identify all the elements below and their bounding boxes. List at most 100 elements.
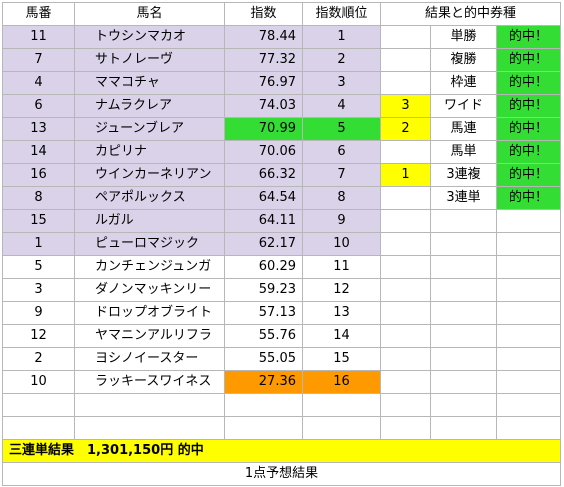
- empty-cell: [430, 232, 497, 256]
- umaban-cell: 2: [2, 347, 75, 371]
- table-body: 11 トウシンマカオ 78.44 1 単勝 的中！ 7 サトノレーヴ 77.32 2 複勝 的中！ 4 マ…: [2, 25, 561, 440]
- index-cell: [224, 416, 303, 440]
- index-cell: 64.54: [224, 186, 303, 210]
- result-place-cell: [380, 25, 431, 49]
- index-cell: 27.36: [224, 370, 303, 394]
- empty-cell: [430, 278, 497, 302]
- table-row: 11 トウシンマカオ 78.44 1 単勝 的中！: [2, 25, 561, 49]
- empty-cell: [380, 393, 431, 417]
- index-cell: 66.32: [224, 163, 303, 187]
- empty-cell: [380, 416, 431, 440]
- horse-name-cell: [74, 416, 225, 440]
- horse-name-cell: トウシンマカオ: [74, 25, 225, 49]
- header-umaban: 馬番: [2, 2, 75, 26]
- empty-cell: [430, 347, 497, 371]
- empty-cell: [380, 324, 431, 348]
- horse-name-cell: サトノレーヴ: [74, 48, 225, 72]
- hit-cell: 的中！: [496, 94, 561, 118]
- ticket-type-cell: 枠連: [430, 71, 497, 95]
- index-cell: 62.17: [224, 232, 303, 256]
- trifecta-summary: 三連単結果 1,301,150円 的中: [2, 439, 561, 463]
- hit-cell: 的中！: [496, 25, 561, 49]
- ticket-type-cell: 3連複: [430, 163, 497, 187]
- index-cell: 74.03: [224, 94, 303, 118]
- table-row: 6 ナムラクレア 74.03 4 3 ワイド 的中！: [2, 94, 561, 118]
- result-place-cell: [380, 186, 431, 210]
- table-row: 12 ヤマニンアルリフラ 55.76 14: [2, 324, 561, 348]
- index-cell: 78.44: [224, 25, 303, 49]
- hit-cell: 的中！: [496, 186, 561, 210]
- horse-name-cell: ピューロマジック: [74, 232, 225, 256]
- horse-name-cell: カピリナ: [74, 140, 225, 164]
- empty-cell: [380, 301, 431, 325]
- index-cell: 64.11: [224, 209, 303, 233]
- rank-cell: 15: [302, 347, 381, 371]
- empty-cell: [380, 209, 431, 233]
- horse-name-cell: ウインカーネリアン: [74, 163, 225, 187]
- rank-cell: 4: [302, 94, 381, 118]
- umaban-cell: 7: [2, 48, 75, 72]
- empty-cell: [380, 255, 431, 279]
- index-cell: 76.97: [224, 71, 303, 95]
- horse-name-cell: ママコチャ: [74, 71, 225, 95]
- table-row: 4 ママコチャ 76.97 3 枠連 的中！: [2, 71, 561, 95]
- horse-name-cell: ドロップオブライト: [74, 301, 225, 325]
- umaban-cell: 5: [2, 255, 75, 279]
- rank-cell: 7: [302, 163, 381, 187]
- empty-cell: [496, 347, 561, 371]
- rank-cell: [302, 393, 381, 417]
- result-place-cell: [380, 48, 431, 72]
- summary-row: 三連単結果 1,301,150円 的中: [2, 439, 561, 463]
- index-cell: 55.76: [224, 324, 303, 348]
- hit-cell: 的中！: [496, 71, 561, 95]
- empty-cell: [430, 209, 497, 233]
- umaban-cell: 13: [2, 117, 75, 141]
- rank-cell: 3: [302, 71, 381, 95]
- horse-name-cell: ルガル: [74, 209, 225, 233]
- empty-cell: [496, 393, 561, 417]
- empty-cell: [380, 232, 431, 256]
- index-cell: 70.99: [224, 117, 303, 141]
- horse-name-cell: ジューンブレア: [74, 117, 225, 141]
- hit-cell: 的中！: [496, 140, 561, 164]
- ticket-type-cell: 馬単: [430, 140, 497, 164]
- horse-name-cell: ヤマニンアルリフラ: [74, 324, 225, 348]
- index-cell: 57.13: [224, 301, 303, 325]
- result-place-cell: 1: [380, 163, 431, 187]
- ticket-type-cell: ワイド: [430, 94, 497, 118]
- umaban-cell: 8: [2, 186, 75, 210]
- umaban-cell: 9: [2, 301, 75, 325]
- empty-cell: [496, 209, 561, 233]
- rank-cell: 2: [302, 48, 381, 72]
- umaban-cell: 6: [2, 94, 75, 118]
- empty-cell: [496, 301, 561, 325]
- rank-cell: 1: [302, 25, 381, 49]
- horse-name-cell: カンチェンジュンガ: [74, 255, 225, 279]
- header-juni: 指数順位: [302, 2, 381, 26]
- result-place-cell: [380, 71, 431, 95]
- table-row: 3 ダノンマッキンリー 59.23 12: [2, 278, 561, 302]
- rank-cell: 12: [302, 278, 381, 302]
- umaban-cell: [2, 393, 75, 417]
- hit-cell: 的中！: [496, 163, 561, 187]
- header-kekka: 結果と的中券種: [380, 2, 561, 26]
- ticket-type-cell: 複勝: [430, 48, 497, 72]
- empty-cell: [430, 370, 497, 394]
- empty-cell: [380, 370, 431, 394]
- rank-cell: 11: [302, 255, 381, 279]
- rank-cell: 14: [302, 324, 381, 348]
- rank-cell: 5: [302, 117, 381, 141]
- empty-cell: [430, 324, 497, 348]
- rank-cell: 9: [302, 209, 381, 233]
- rank-cell: 6: [302, 140, 381, 164]
- empty-cell: [430, 255, 497, 279]
- table-row: 5 カンチェンジュンガ 60.29 11: [2, 255, 561, 279]
- table-row: 7 サトノレーヴ 77.32 2 複勝 的中！: [2, 48, 561, 72]
- hit-cell: 的中！: [496, 48, 561, 72]
- horse-name-cell: ヨシノイースター: [74, 347, 225, 371]
- table-row: 15 ルガル 64.11 9: [2, 209, 561, 233]
- table-row: 1 ピューロマジック 62.17 10: [2, 232, 561, 256]
- table-row: 2 ヨシノイースター 55.05 15: [2, 347, 561, 371]
